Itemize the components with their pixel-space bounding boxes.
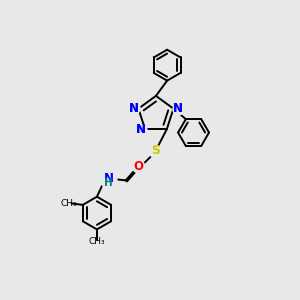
Text: N: N xyxy=(136,123,146,136)
Text: N: N xyxy=(136,123,146,136)
Text: N: N xyxy=(129,101,139,115)
Text: N: N xyxy=(173,102,183,115)
Text: N: N xyxy=(173,102,183,115)
Text: O: O xyxy=(133,160,143,172)
Text: N: N xyxy=(103,172,113,185)
Text: H: H xyxy=(104,178,113,188)
Text: N: N xyxy=(129,101,139,115)
Text: S: S xyxy=(151,144,160,157)
Text: CH₃: CH₃ xyxy=(60,199,77,208)
Text: CH₃: CH₃ xyxy=(88,237,105,246)
